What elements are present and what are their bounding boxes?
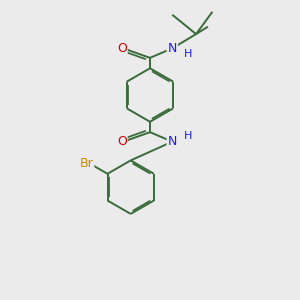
Text: O: O	[117, 42, 127, 55]
Text: H: H	[184, 131, 192, 141]
Text: Br: Br	[80, 157, 93, 170]
Text: N: N	[168, 135, 177, 148]
Text: N: N	[168, 42, 177, 55]
Text: H: H	[184, 49, 192, 59]
Text: O: O	[117, 135, 127, 148]
